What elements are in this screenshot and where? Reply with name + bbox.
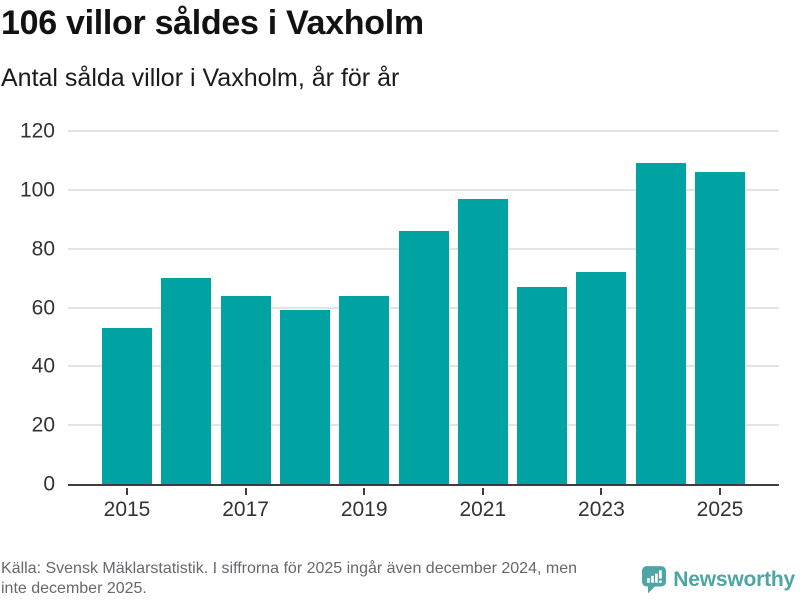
- y-axis-label-20: 20: [31, 413, 55, 437]
- y-axis-label-80: 80: [31, 237, 55, 261]
- bar-2015: [102, 328, 152, 484]
- chart-subtitle: Antal sålda villor i Vaxholm, år för år: [1, 64, 400, 92]
- chart-title: 106 villor såldes i Vaxholm: [1, 4, 424, 42]
- source-text: Källa: Svensk Mäklarstatistik. I siffror…: [1, 559, 577, 598]
- bar-2025: [695, 172, 745, 484]
- gridline-y-100: [68, 188, 779, 191]
- newsworthy-logo-text: Newsworthy: [673, 568, 795, 591]
- bar-2024: [635, 163, 686, 484]
- x-axis-label-2021: 2021: [459, 498, 507, 521]
- y-axis-label-100: 100: [19, 178, 55, 202]
- bar-2019: [339, 296, 390, 484]
- y-axis-label-60: 60: [31, 296, 55, 319]
- y-axis-labels: 0 20 40 60 80 100 120: [0, 121, 55, 495]
- x-axis-label-2017: 2017: [222, 498, 269, 521]
- x-tick-2025: [719, 488, 721, 495]
- x-axis-label-2015: 2015: [103, 498, 151, 521]
- x-tick-2019: [363, 488, 366, 495]
- bar-2023: [576, 272, 627, 484]
- x-axis-label-2023: 2023: [578, 498, 625, 521]
- x-tick-2023: [600, 488, 603, 495]
- x-axis-label-2025: 2025: [696, 498, 744, 521]
- gridline-y-120: [68, 130, 779, 132]
- source-line-1: Källa: Svensk Mäklarstatistik. I siffror…: [1, 560, 577, 577]
- newsworthy-logo: Newsworthy: [642, 566, 795, 594]
- bar-2022: [517, 287, 568, 484]
- newsworthy-speech-bubble-chart-icon: [642, 566, 667, 594]
- bar-2021: [457, 199, 508, 484]
- y-axis-label-40: 40: [31, 354, 55, 378]
- bar-2016: [161, 278, 212, 484]
- x-tick-2021: [481, 488, 484, 495]
- footer: Källa: Svensk Mäklarstatistik. I siffror…: [1, 559, 795, 598]
- x-tick-2017: [244, 488, 247, 495]
- bar-2018: [279, 310, 330, 484]
- x-axis-label-2019: 2019: [340, 498, 388, 521]
- bar-2017: [220, 296, 271, 484]
- x-tick-2015: [126, 488, 128, 495]
- plot-area: 2015 2017 2019 2021 2023 2025: [68, 130, 779, 520]
- bar-2020: [398, 231, 449, 484]
- y-axis-label-0: 0: [43, 472, 55, 496]
- x-axis-line: [68, 484, 779, 486]
- y-axis-label-120: 120: [19, 119, 55, 143]
- source-line-2: inte december 2025.: [1, 579, 147, 597]
